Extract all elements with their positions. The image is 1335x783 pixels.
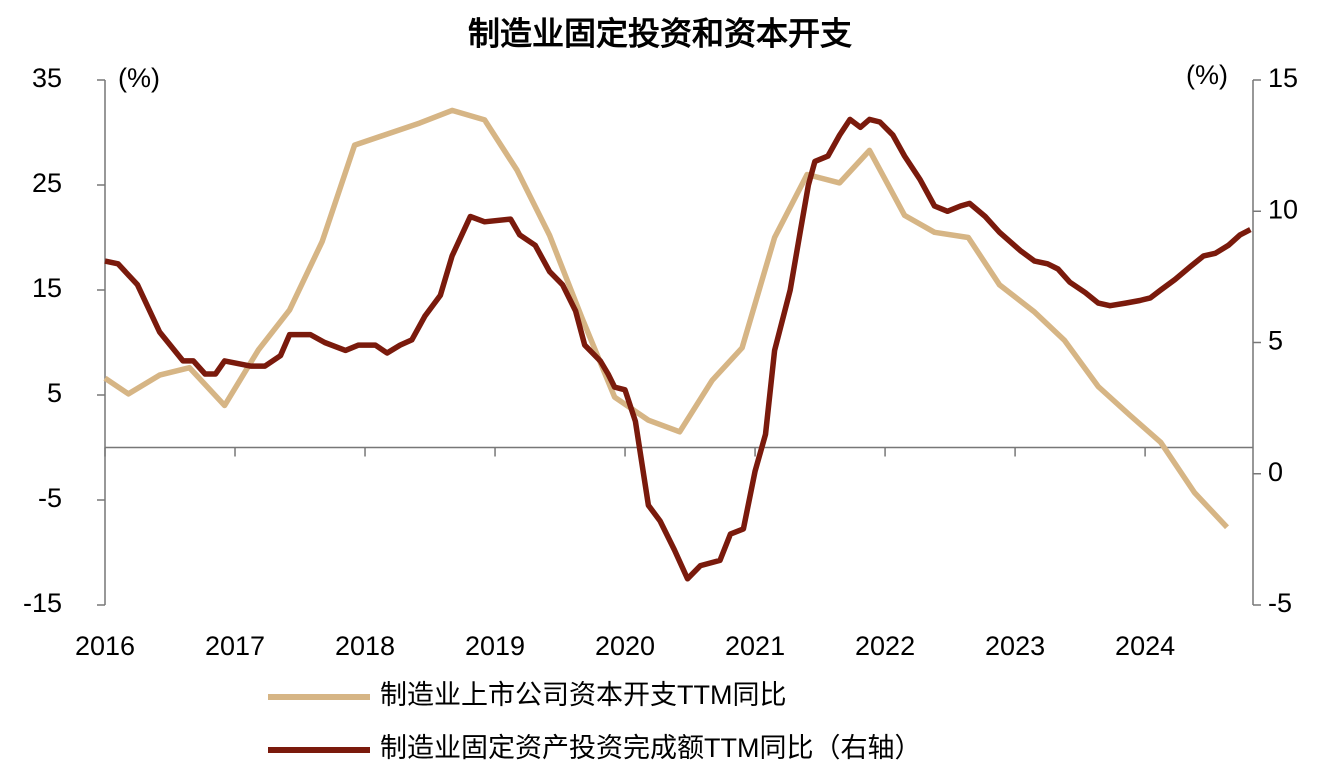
y2-tick-label: 5 bbox=[1268, 326, 1283, 356]
x-tick-label: 2018 bbox=[335, 631, 395, 661]
y2-tick-label: 15 bbox=[1268, 63, 1298, 93]
y2-unit-label: (%) bbox=[1186, 60, 1228, 90]
y-tick-label: 5 bbox=[47, 378, 62, 408]
legend-label: 制造业固定资产投资完成额TTM同比（右轴） bbox=[380, 733, 921, 763]
series-line bbox=[103, 107, 1230, 530]
y-tick-label: 25 bbox=[32, 168, 62, 198]
y-tick-label: -15 bbox=[23, 588, 62, 618]
y-unit-label: (%) bbox=[118, 63, 160, 93]
y-tick-label: 15 bbox=[32, 273, 62, 303]
y2-tick-label: 10 bbox=[1268, 194, 1298, 224]
x-tick-label: 2016 bbox=[75, 631, 135, 661]
x-tick-label: 2023 bbox=[985, 631, 1045, 661]
y-tick-label: -5 bbox=[38, 483, 62, 513]
chart-title: 制造业固定投资和资本开支 bbox=[468, 15, 852, 51]
x-tick-label: 2019 bbox=[465, 631, 525, 661]
series-line bbox=[104, 116, 1252, 582]
y2-tick-label: 0 bbox=[1268, 457, 1283, 487]
x-tick-label: 2024 bbox=[1115, 631, 1175, 661]
y-tick-label: 35 bbox=[32, 63, 62, 93]
legend-label: 制造业上市公司资本开支TTM同比 bbox=[380, 680, 786, 710]
x-tick-label: 2021 bbox=[725, 631, 785, 661]
x-tick-label: 2017 bbox=[205, 631, 265, 661]
x-tick-label: 2020 bbox=[595, 631, 655, 661]
x-tick-label: 2022 bbox=[855, 631, 915, 661]
y2-tick-label: -5 bbox=[1268, 588, 1292, 618]
